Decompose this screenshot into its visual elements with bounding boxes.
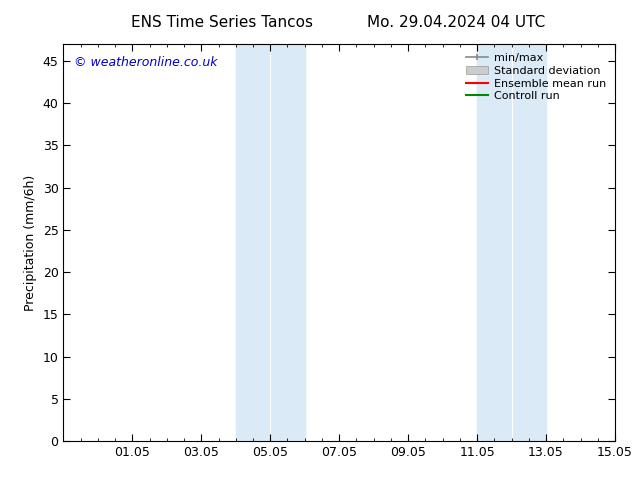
Legend: min/max, Standard deviation, Ensemble mean run, Controll run: min/max, Standard deviation, Ensemble me…	[463, 49, 609, 105]
Text: Mo. 29.04.2024 04 UTC: Mo. 29.04.2024 04 UTC	[367, 15, 546, 30]
Y-axis label: Precipitation (mm/6h): Precipitation (mm/6h)	[24, 174, 37, 311]
Text: ENS Time Series Tancos: ENS Time Series Tancos	[131, 15, 313, 30]
Bar	[236, 44, 305, 441]
Bar	[477, 44, 546, 441]
Text: © weatheronline.co.uk: © weatheronline.co.uk	[74, 56, 218, 69]
